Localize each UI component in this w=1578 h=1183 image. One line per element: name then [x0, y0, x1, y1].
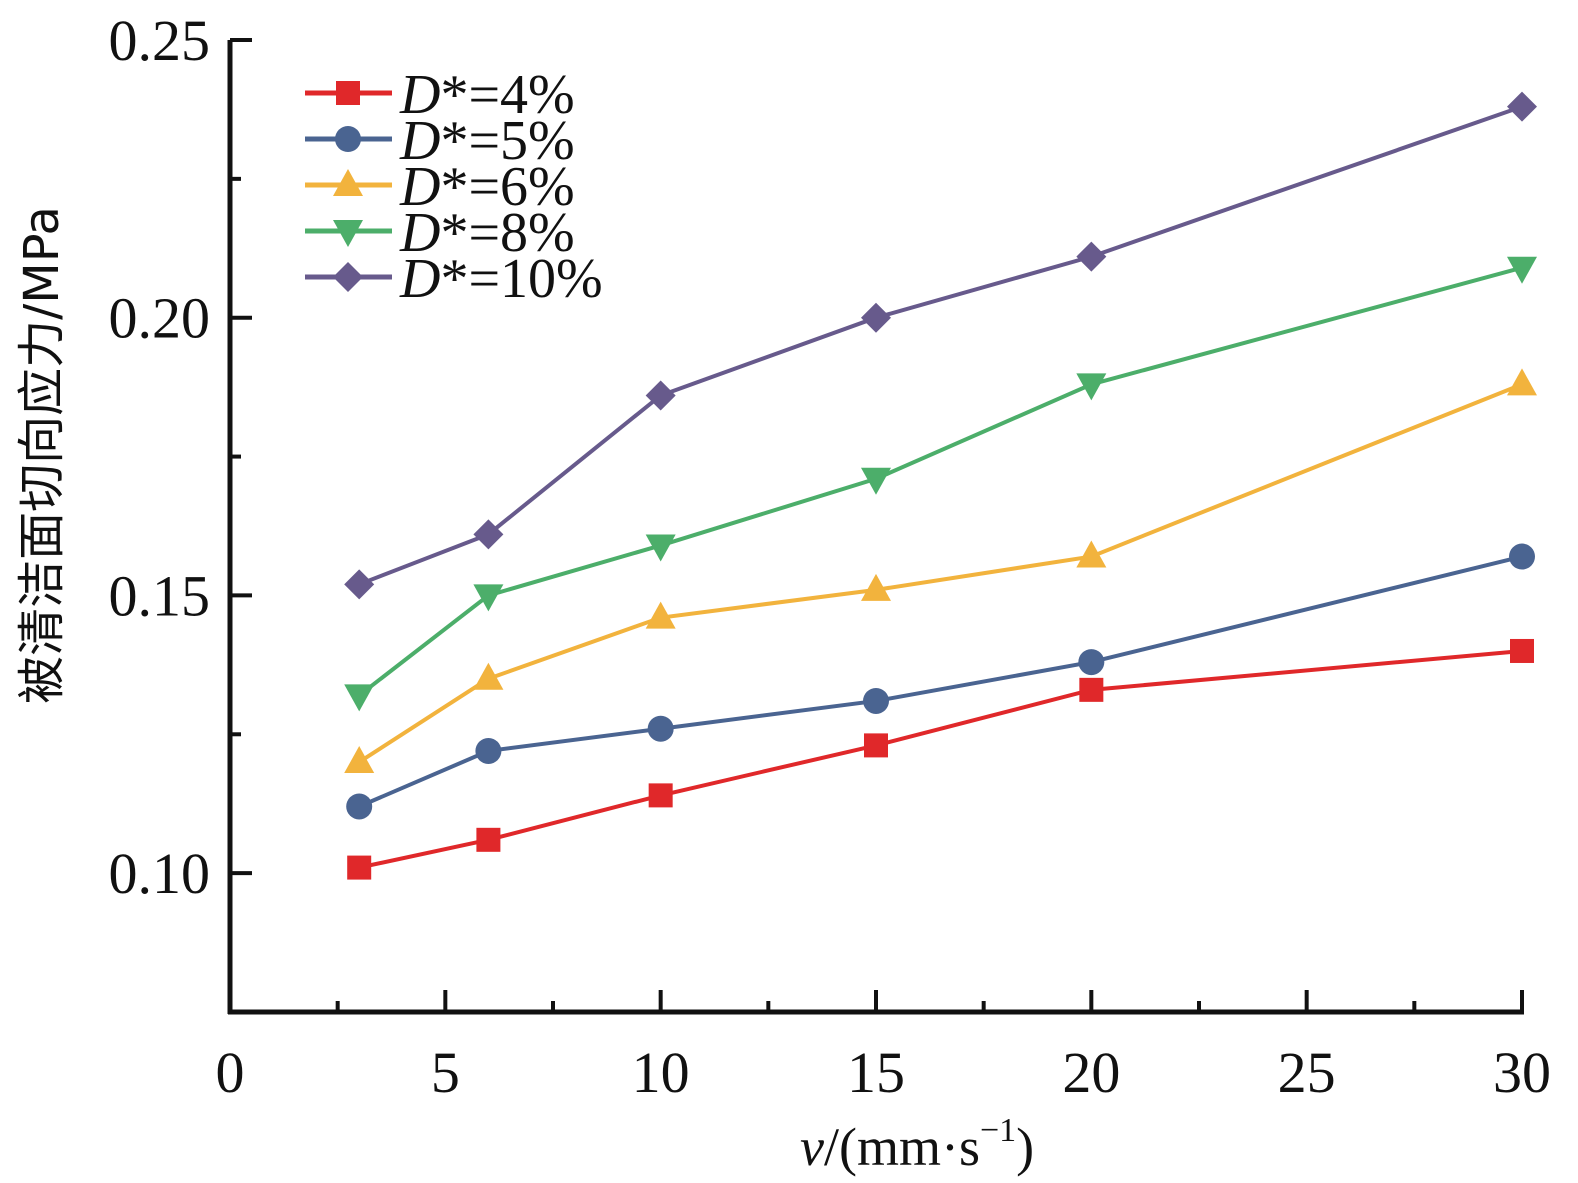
x-tick-label: 30 — [1493, 1040, 1551, 1105]
x-tick-label: 0 — [216, 1040, 245, 1105]
legend-label-var: D — [399, 202, 440, 264]
legend-label-var: D — [399, 248, 440, 310]
legend-label-var: D — [399, 156, 440, 218]
legend-label-var: D — [399, 110, 440, 172]
legend-marker — [333, 169, 363, 196]
series-line — [357, 265, 1523, 697]
x-ticks: 0 5 10 15 20 25 30 — [216, 990, 1551, 1105]
series-line — [358, 648, 1523, 870]
legend-item: D*=5% — [305, 110, 575, 172]
legend-item: D*=6% — [305, 156, 575, 218]
legend-item: D*=10% — [305, 248, 603, 310]
data-point — [1507, 91, 1537, 122]
y-tick-label: 0.10 — [109, 841, 211, 906]
series-D*=10% — [344, 91, 1537, 600]
y-axis-title: 被清洁面切向应力/MPa — [14, 206, 70, 704]
x-axis-title-var: v — [800, 1117, 824, 1177]
data-point — [476, 827, 501, 852]
series-D*=6% — [344, 368, 1537, 774]
legend-label: D*=8% — [399, 202, 575, 264]
data-point — [645, 534, 676, 562]
data-point — [347, 855, 372, 880]
legend-label-value: *=10% — [440, 248, 602, 310]
data-point — [1078, 649, 1105, 676]
y-tick-label: 0.25 — [109, 8, 211, 73]
data-point — [648, 783, 673, 808]
data-point — [473, 519, 504, 550]
data-point — [1510, 638, 1534, 663]
x-axis-title-sup: −1 — [980, 1112, 1016, 1149]
x-tick-label: 5 — [431, 1040, 460, 1105]
data-point — [861, 573, 891, 601]
data-point — [645, 380, 676, 411]
data-point — [1076, 540, 1107, 568]
data-point — [473, 584, 504, 612]
series-line — [358, 382, 1523, 764]
legend-marker — [336, 81, 360, 105]
legend-label-var: D — [399, 64, 440, 126]
data-point — [475, 737, 502, 764]
x-axis-title: v/(mm·s−1) — [800, 1112, 1034, 1177]
legend-label-value: *=4% — [440, 64, 574, 126]
x-axis-title-unit: /(mm·s — [824, 1117, 980, 1177]
legend-label-value: *=5% — [440, 110, 574, 172]
data-point — [346, 793, 373, 820]
data-point — [647, 715, 674, 742]
data-point — [1507, 368, 1537, 396]
x-tick-label: 20 — [1062, 1040, 1120, 1105]
data-point — [344, 569, 375, 600]
data-point — [861, 467, 891, 495]
legend-marker — [335, 126, 361, 152]
x-axis-title-close: ) — [1016, 1117, 1034, 1177]
data-point — [863, 687, 889, 714]
y-ticks: 0.10 0.15 0.20 0.25 — [109, 8, 252, 906]
data-point — [645, 601, 676, 629]
data-point — [1509, 543, 1535, 570]
legend-label-value: *=8% — [440, 202, 574, 264]
series-line — [358, 554, 1523, 809]
legend: D*=4%D*=5%D*=6%D*=8%D*=10% — [305, 64, 603, 310]
data-point — [1076, 373, 1107, 401]
series-D*=8% — [344, 256, 1537, 712]
legend-label-value: *=6% — [440, 156, 574, 218]
x-tick-label: 25 — [1278, 1040, 1336, 1105]
data-point — [1507, 256, 1537, 284]
legend-marker — [333, 262, 363, 292]
data-point — [344, 746, 375, 774]
series-D*=4% — [347, 638, 1534, 880]
series-line — [358, 104, 1523, 587]
data-point — [864, 733, 888, 758]
data-point — [344, 684, 375, 712]
legend-item: D*=8% — [305, 202, 575, 264]
legend-label: D*=6% — [399, 156, 575, 218]
x-tick-label: 10 — [632, 1040, 690, 1105]
legend-label: D*=5% — [399, 110, 575, 172]
series-D*=5% — [346, 543, 1535, 820]
legend-label: D*=10% — [399, 248, 603, 310]
data-point — [1079, 677, 1104, 702]
y-tick-label: 0.15 — [109, 563, 211, 628]
data-point — [861, 302, 891, 333]
y-tick-label: 0.20 — [109, 286, 211, 351]
series-layer — [344, 91, 1537, 880]
data-point — [1076, 241, 1107, 272]
legend-item: D*=4% — [305, 64, 575, 126]
x-tick-label: 15 — [847, 1040, 905, 1105]
data-point — [473, 662, 504, 690]
legend-marker — [333, 220, 363, 247]
legend-label: D*=4% — [399, 64, 575, 126]
